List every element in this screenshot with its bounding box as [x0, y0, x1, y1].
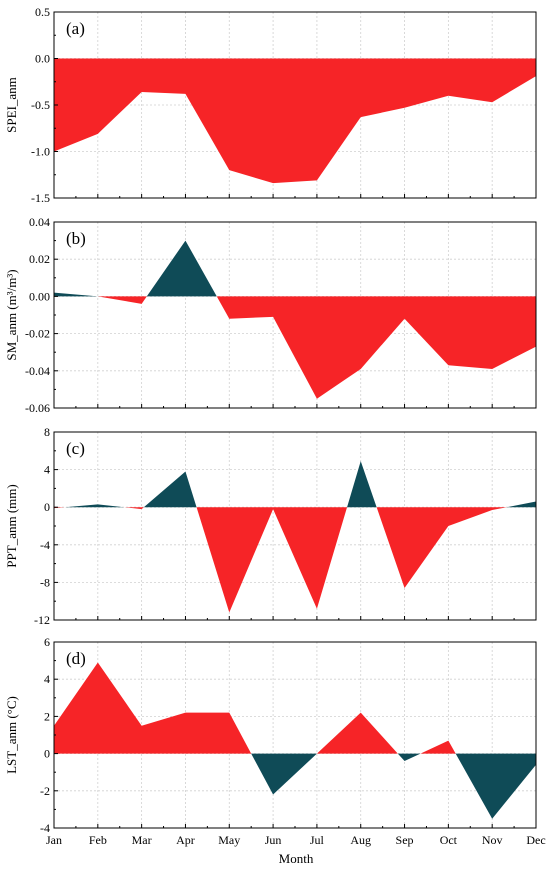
y-tick-label: 0.0: [35, 52, 50, 66]
panels: -1.5-1.0-0.50.00.5(a)SPEI_anm-0.06-0.04-…: [4, 5, 546, 847]
y-tick-label: 4: [44, 672, 50, 686]
y-tick-label: -1.5: [31, 191, 50, 205]
area-positive: [54, 662, 536, 754]
x-tick-label: Nov: [482, 833, 503, 847]
y-axis-label: LST_anm (°C): [4, 696, 19, 774]
y-axis-label: PPT_anm (mm): [4, 484, 19, 567]
x-tick-label: May: [218, 833, 240, 847]
x-tick-label: Jun: [265, 833, 282, 847]
panel-d: -4 -2 0 2 4 6 Jan Feb Mar Apr May Jun Jul Aug Sep Oct No…: [4, 635, 546, 847]
y-tick-label: 0.04: [29, 215, 50, 229]
y-tick-label: 0.5: [35, 5, 50, 19]
area-negative: [54, 58, 536, 184]
x-tick-label: Apr: [176, 833, 195, 847]
panel-tag: (c): [66, 439, 85, 458]
y-axis-label: SPEI_anm: [4, 77, 19, 133]
y-tick-label: -4: [40, 821, 50, 835]
y-tick-label: -0.02: [25, 327, 50, 341]
y-tick-label: 0: [44, 747, 50, 761]
y-tick-label: -4: [40, 538, 50, 552]
x-tick-label: Mar: [132, 833, 152, 847]
panel-tag: (d): [66, 649, 86, 668]
x-axis-label: Month: [279, 851, 314, 866]
y-tick-label: 4: [44, 463, 50, 477]
area-negative: [54, 507, 536, 613]
x-tick-label: Jan: [46, 833, 62, 847]
y-tick-label: 0.02: [29, 252, 50, 266]
area-negative: [54, 296, 536, 399]
y-tick-label: -2: [40, 784, 50, 798]
x-tick-label: Feb: [89, 833, 107, 847]
panel-tag: (a): [66, 19, 85, 38]
y-tick-label: 8: [44, 425, 50, 439]
x-tick-label: Oct: [440, 833, 458, 847]
y-tick-label: -0.5: [31, 98, 50, 112]
y-tick-label: 0.00: [29, 289, 50, 303]
y-tick-label: -0.06: [25, 401, 50, 415]
panel-tag: (b): [66, 229, 86, 248]
panel-b: -0.06 -0.04 -0.02 0.00 0.02 0.04 (b) SM_anm (m³…: [4, 215, 537, 415]
y-tick-label: -0.04: [25, 364, 50, 378]
y-axis-label: SM_anm (m³/m³): [4, 269, 19, 360]
y-tick-label: -12: [34, 613, 50, 627]
area-positive: [54, 240, 536, 297]
x-tick-label: Jul: [310, 833, 325, 847]
y-tick-label: -8: [40, 575, 50, 589]
panel-c: -12 -8 -4 0 4 8 (c) PPT_anm (mm): [4, 425, 537, 627]
y-tick-label: 6: [44, 635, 50, 649]
y-tick-label: -1.0: [31, 145, 50, 159]
x-tick-label: Sep: [396, 833, 414, 847]
panel-a: -1.5 -1.0 -0.5 0.0 0.5 (a) SPEI_anm: [4, 5, 537, 205]
area-negative: [54, 753, 536, 819]
y-tick-label: 2: [44, 709, 50, 723]
x-tick-label: Dec: [526, 833, 545, 847]
area-positive: [54, 461, 536, 508]
y-tick-label: 0: [44, 500, 50, 514]
x-tick-label: Aug: [350, 833, 371, 847]
